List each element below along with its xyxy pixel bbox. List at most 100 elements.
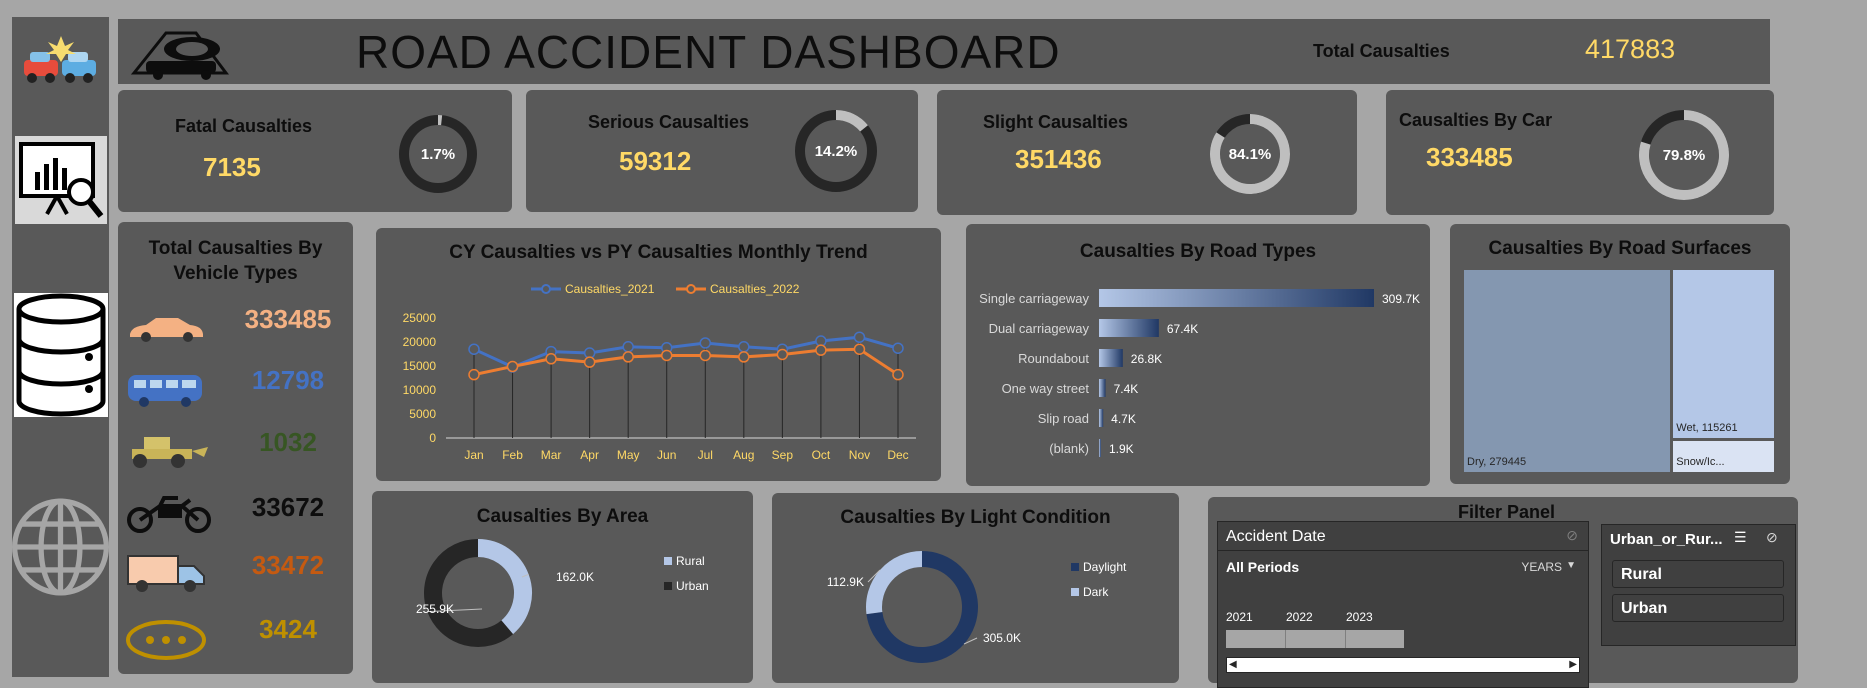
total-causalties-value: 417883: [1585, 34, 1675, 65]
vehicle-value: 1032: [228, 427, 348, 458]
donut-pct-label: 84.1%: [1229, 146, 1272, 163]
kpi-value: 59312: [619, 146, 691, 177]
vehicle-row-motorcycle: 33672: [118, 492, 353, 542]
bar: [1099, 439, 1101, 457]
clear-filter-icon[interactable]: ⊘: [1766, 529, 1778, 546]
legend-label: Urban: [676, 579, 709, 593]
kpi-label: Fatal Causalties: [175, 116, 312, 137]
road-types-panel: Causalties By Road Types Single carriage…: [966, 224, 1430, 486]
slice-value-label: 162.0K: [556, 570, 594, 584]
kpi-donut: 1.7%: [396, 112, 480, 196]
kpi-card-slight: Slight Causalties 351436 84.1%: [937, 90, 1357, 215]
data-point: [469, 370, 479, 380]
y-tick-label: 0: [429, 431, 436, 445]
motorcycle-icon: [124, 494, 216, 534]
data-point: [546, 354, 556, 364]
vehicle-value: 3424: [228, 614, 348, 645]
all-periods-label: All Periods: [1226, 559, 1299, 575]
vehicle-value: 12798: [228, 365, 348, 396]
legend-label: Rural: [676, 554, 705, 568]
slice-value-label: 255.9K: [416, 602, 454, 616]
slicer-option-rural[interactable]: Rural: [1612, 560, 1784, 588]
slice-value-label: 112.9K: [827, 575, 864, 589]
series-line: [474, 349, 898, 374]
kpi-donut: 14.2%: [792, 107, 880, 195]
data-point: [700, 338, 710, 348]
y-tick-label: 20000: [403, 335, 437, 349]
legend-label: Daylight: [1083, 560, 1127, 574]
legend-label: Causalties_2022: [710, 282, 800, 296]
car-crash-icon[interactable]: [12, 27, 109, 97]
vehicle-row-truck: 33472: [118, 550, 353, 600]
treemap-cell: Wet, 115261: [1672, 269, 1775, 439]
kpi-value: 7135: [203, 152, 261, 183]
legend-entry: Causalties_2022: [676, 282, 800, 296]
timeline-level-select[interactable]: YEARS: [1521, 560, 1562, 574]
data-point: [508, 361, 518, 371]
treemap-label: Dry, 279445: [1467, 456, 1526, 468]
data-point: [469, 344, 479, 354]
treemap-cell: Snow/Ic...: [1672, 440, 1775, 473]
treemap-label: Wet, 115261: [1676, 422, 1737, 434]
legend-entry: Causalties_2021: [531, 282, 655, 296]
vehicle-types-panel: Total Causalties By Vehicle Types 333485…: [118, 222, 353, 674]
urban-rural-slicer[interactable]: Urban_or_Rur... ☰ ⊘ Rural Urban: [1601, 524, 1796, 646]
data-point: [623, 352, 633, 362]
x-tick-label: Aug: [733, 448, 754, 462]
bar-category-label: Roundabout: [1018, 351, 1089, 366]
kpi-donut: 84.1%: [1207, 111, 1293, 197]
data-point: [854, 332, 864, 342]
data-point: [739, 352, 749, 362]
sidebar: [12, 17, 109, 677]
road-accident-logo-icon: [126, 23, 241, 86]
vehicle-row-car: 333485: [118, 304, 353, 354]
accident-date-slicer[interactable]: Accident Date ⊘ All Periods YEARS ▼ 2021…: [1217, 521, 1589, 688]
x-tick-label: Mar: [541, 448, 562, 462]
van-icon: [126, 371, 206, 409]
vehicle-value: 33472: [228, 550, 348, 581]
bar-category-label: Dual carriageway: [989, 321, 1090, 336]
presentation-analytics-icon[interactable]: [12, 135, 109, 225]
data-point: [585, 357, 595, 367]
bar-category-label: One way street: [1002, 381, 1090, 396]
bar-value-label: 4.7K: [1111, 412, 1136, 426]
x-tick-label: Jun: [657, 448, 676, 462]
legend-label: Causalties_2021: [565, 282, 655, 296]
chevron-down-icon[interactable]: ▼: [1566, 560, 1576, 571]
kpi-label: Causalties By Car: [1399, 110, 1552, 131]
donut-pct-label: 14.2%: [815, 143, 858, 160]
legend-entry: Dark: [1071, 585, 1109, 599]
x-tick-label: Jan: [464, 448, 483, 462]
year-label: 2021: [1226, 610, 1253, 624]
y-tick-label: 15000: [403, 359, 437, 373]
kpi-label: Serious Causalties: [588, 112, 749, 133]
x-tick-label: Nov: [849, 448, 870, 462]
donut-pct-label: 79.8%: [1663, 147, 1706, 164]
y-tick-label: 10000: [403, 383, 437, 397]
scroll-left-icon[interactable]: ◀: [1229, 659, 1237, 670]
kpi-card-car: Causalties By Car 333485 79.8%: [1386, 90, 1774, 215]
timeline-scrollbar[interactable]: ◀ ▶: [1226, 657, 1580, 673]
vehicle-types-title: Total Causalties By Vehicle Types: [118, 236, 353, 286]
kpi-label: Slight Causalties: [983, 112, 1128, 133]
x-tick-label: Dec: [887, 448, 908, 462]
data-point: [816, 345, 826, 355]
data-point: [662, 350, 672, 360]
timeline-bar[interactable]: [1226, 630, 1404, 648]
database-icon[interactable]: [12, 292, 109, 417]
globe-icon[interactable]: [12, 487, 109, 607]
data-point: [700, 350, 710, 360]
accident-date-header: Accident Date: [1226, 528, 1326, 546]
urban-rural-header: Urban_or_Rur...: [1610, 531, 1723, 548]
legend-entry: Urban: [664, 579, 709, 593]
slicer-option-urban[interactable]: Urban: [1612, 594, 1784, 622]
clear-filter-icon[interactable]: ⊘: [1566, 527, 1578, 544]
scroll-right-icon[interactable]: ▶: [1569, 659, 1577, 670]
donut-pct-label: 1.7%: [421, 146, 455, 163]
multi-select-icon[interactable]: ☰: [1734, 529, 1747, 546]
